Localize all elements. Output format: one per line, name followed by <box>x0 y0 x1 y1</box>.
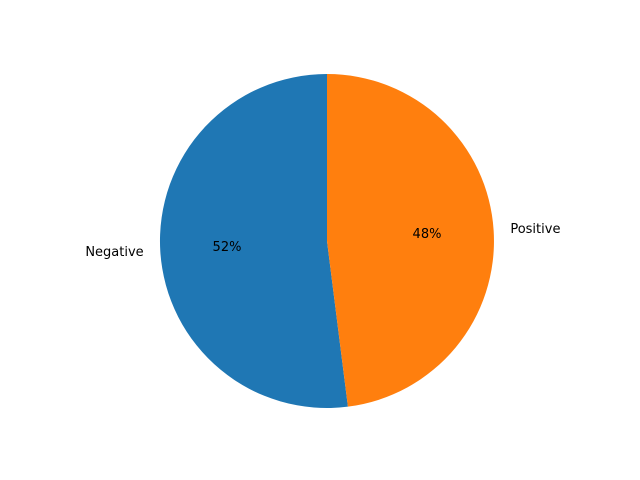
pie-category-label-positive: Positive <box>510 222 560 237</box>
pie-labels: 52% Negative 48% Positive <box>85 222 560 260</box>
pie-pct-label-positive: 48% <box>413 227 442 242</box>
pie-pct-label-negative: 52% <box>213 240 242 255</box>
pie-slice-negative <box>159 74 348 409</box>
pie-slice-positive <box>327 74 494 407</box>
pie-slices <box>159 74 494 409</box>
pie-category-label-negative: Negative <box>85 245 143 260</box>
